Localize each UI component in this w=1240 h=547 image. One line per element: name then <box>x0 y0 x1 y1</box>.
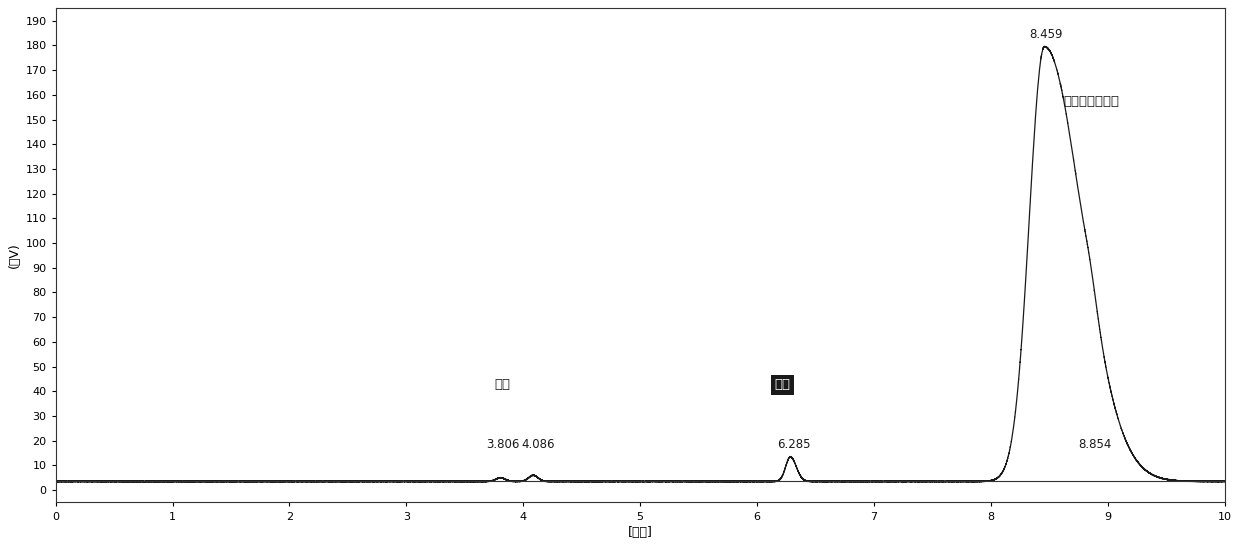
X-axis label: [分钟]: [分钟] <box>627 526 652 539</box>
Text: 溶剂: 溶剂 <box>495 379 510 391</box>
Text: 6.285: 6.285 <box>777 438 811 451</box>
Text: 3.806: 3.806 <box>486 438 520 451</box>
Text: 8.459: 8.459 <box>1029 28 1063 41</box>
Text: 原料: 原料 <box>775 379 791 391</box>
Text: 4.086: 4.086 <box>521 438 554 451</box>
Text: 8.854: 8.854 <box>1079 438 1112 451</box>
Y-axis label: (毻V): (毻V) <box>9 242 21 268</box>
Text: 产物（中间体）: 产物（中间体） <box>1064 95 1120 108</box>
